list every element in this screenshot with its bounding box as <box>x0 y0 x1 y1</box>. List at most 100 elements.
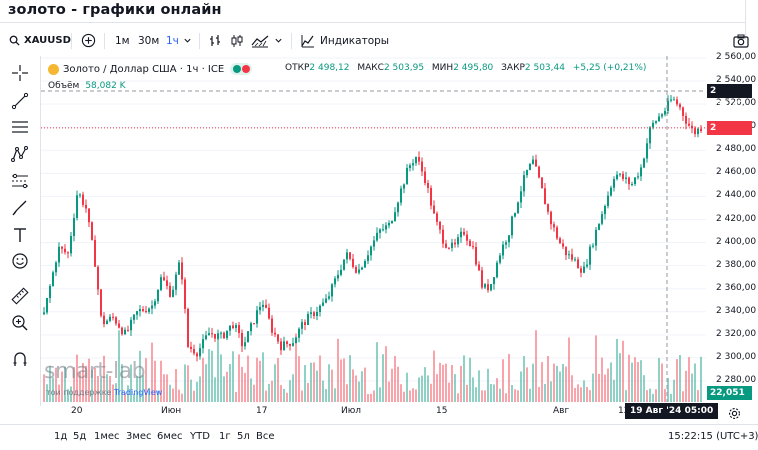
range-button[interactable]: 6мес <box>157 431 183 442</box>
screenshot-button[interactable] <box>733 27 749 54</box>
magnet-tool[interactable] <box>9 348 31 370</box>
range-button[interactable]: 3мес <box>126 431 152 442</box>
candle-body <box>637 176 639 178</box>
camera-icon <box>733 34 749 48</box>
volume-bar <box>508 354 510 402</box>
volume-bar <box>289 380 291 402</box>
pattern-tool[interactable] <box>9 143 31 165</box>
volume-bar <box>244 372 246 402</box>
candle-body <box>391 221 393 223</box>
price-tick-label: 2 380,00 <box>716 259 757 270</box>
chart-legend[interactable]: Золото / Доллар США · 1ч · ICE <box>48 61 253 77</box>
range-button[interactable]: 1г <box>219 431 231 442</box>
scrollbar[interactable] <box>745 0 758 40</box>
candle-body <box>577 259 579 269</box>
brush-tool[interactable] <box>9 197 31 219</box>
prediction-tool[interactable] <box>9 170 31 192</box>
timeframe-30m[interactable]: 30м <box>138 27 159 54</box>
candle-body <box>145 310 147 313</box>
trend-line-tool[interactable] <box>9 90 31 112</box>
candle-body <box>166 280 168 286</box>
candle-body <box>646 143 648 159</box>
candle-body <box>619 173 621 175</box>
volume-bar <box>346 384 348 402</box>
timeframe-1h[interactable]: 1ч <box>166 27 192 54</box>
candle-body <box>151 305 153 309</box>
volume-bar <box>475 387 477 402</box>
volume-bar <box>46 384 48 402</box>
volume-bar <box>682 391 684 402</box>
zoom-tool[interactable] <box>9 312 31 334</box>
volume-bar <box>247 355 249 402</box>
candle-body <box>661 114 663 117</box>
candle-body <box>490 284 492 291</box>
candle-body <box>55 262 57 273</box>
volume-bar <box>334 388 336 402</box>
candle-body <box>433 205 435 214</box>
indicators-icon <box>301 34 314 47</box>
candle-body <box>325 298 327 303</box>
candle-body <box>295 337 297 344</box>
candle-body <box>544 188 546 205</box>
range-button[interactable]: 1д <box>54 431 68 442</box>
candle-body <box>550 211 552 225</box>
volume-bar <box>601 357 603 402</box>
candle-body <box>361 267 363 270</box>
candles-button[interactable] <box>230 27 244 54</box>
candle-body <box>667 100 669 111</box>
candle-body <box>217 333 219 339</box>
clock[interactable]: 15:22:15 (UTC+3) <box>668 431 758 442</box>
page-title: золото - графики онлайн <box>8 2 222 18</box>
candle-body <box>562 243 564 247</box>
compare-button[interactable] <box>81 27 96 54</box>
volume-bar <box>538 386 540 402</box>
price-scale[interactable]: 2 560,002 540,002 520,002 500,002 480,00… <box>706 52 758 406</box>
close-label: ЗАКР <box>501 63 525 73</box>
volume-bar <box>322 380 324 402</box>
candle-body <box>439 221 441 230</box>
crosshair-tool[interactable] <box>9 62 31 84</box>
tradingview-link[interactable]: TradingView <box>114 388 163 397</box>
chart-settings-button[interactable] <box>728 405 741 424</box>
volume-bar <box>67 389 69 402</box>
range-button[interactable]: 5л <box>237 431 250 442</box>
volume-bar <box>337 338 339 402</box>
candle-body <box>688 123 690 126</box>
candle-body <box>157 289 159 302</box>
symbol-label: XAUUSD <box>24 35 71 46</box>
candle-body <box>322 302 324 306</box>
volume-bar <box>172 388 174 402</box>
ruler-tool[interactable] <box>9 285 31 307</box>
range-button[interactable]: 5д <box>73 431 87 442</box>
volume-legend[interactable]: Объём 58,082 K <box>48 81 126 91</box>
text-tool[interactable] <box>9 224 31 246</box>
time-axis[interactable]: 20 Июн 17 Июл 15 Авг 12 <box>41 402 706 422</box>
candle-body <box>514 212 516 217</box>
candle-body <box>622 173 624 179</box>
high-value: 2 503,95 <box>383 63 425 73</box>
candle-body <box>160 277 162 290</box>
candle-body <box>613 179 615 188</box>
range-button[interactable]: Все <box>256 431 275 442</box>
range-button[interactable]: YTD <box>190 431 210 442</box>
candle-body <box>505 242 507 245</box>
candle-body <box>190 346 192 349</box>
candle-body <box>100 289 102 316</box>
volume-bar <box>250 378 252 402</box>
volume-bar <box>379 387 381 402</box>
timeframe-1m[interactable]: 1м <box>115 27 130 54</box>
market-status-badge[interactable] <box>230 63 253 75</box>
indicators-button[interactable]: Индикаторы <box>301 27 389 54</box>
candle-body <box>115 317 117 324</box>
area-chart-button[interactable] <box>251 27 283 54</box>
emoji-tool[interactable] <box>9 250 31 272</box>
fib-tool[interactable] <box>9 116 31 138</box>
bar-style-button[interactable] <box>208 27 222 54</box>
volume-bar <box>367 393 369 402</box>
candle-body <box>262 304 264 307</box>
price-chart[interactable] <box>41 56 706 402</box>
candle-body <box>163 277 165 281</box>
range-button[interactable]: 1мес <box>94 431 120 442</box>
symbol-search[interactable]: XAUUSD <box>9 27 71 54</box>
volume-bar <box>112 384 114 402</box>
